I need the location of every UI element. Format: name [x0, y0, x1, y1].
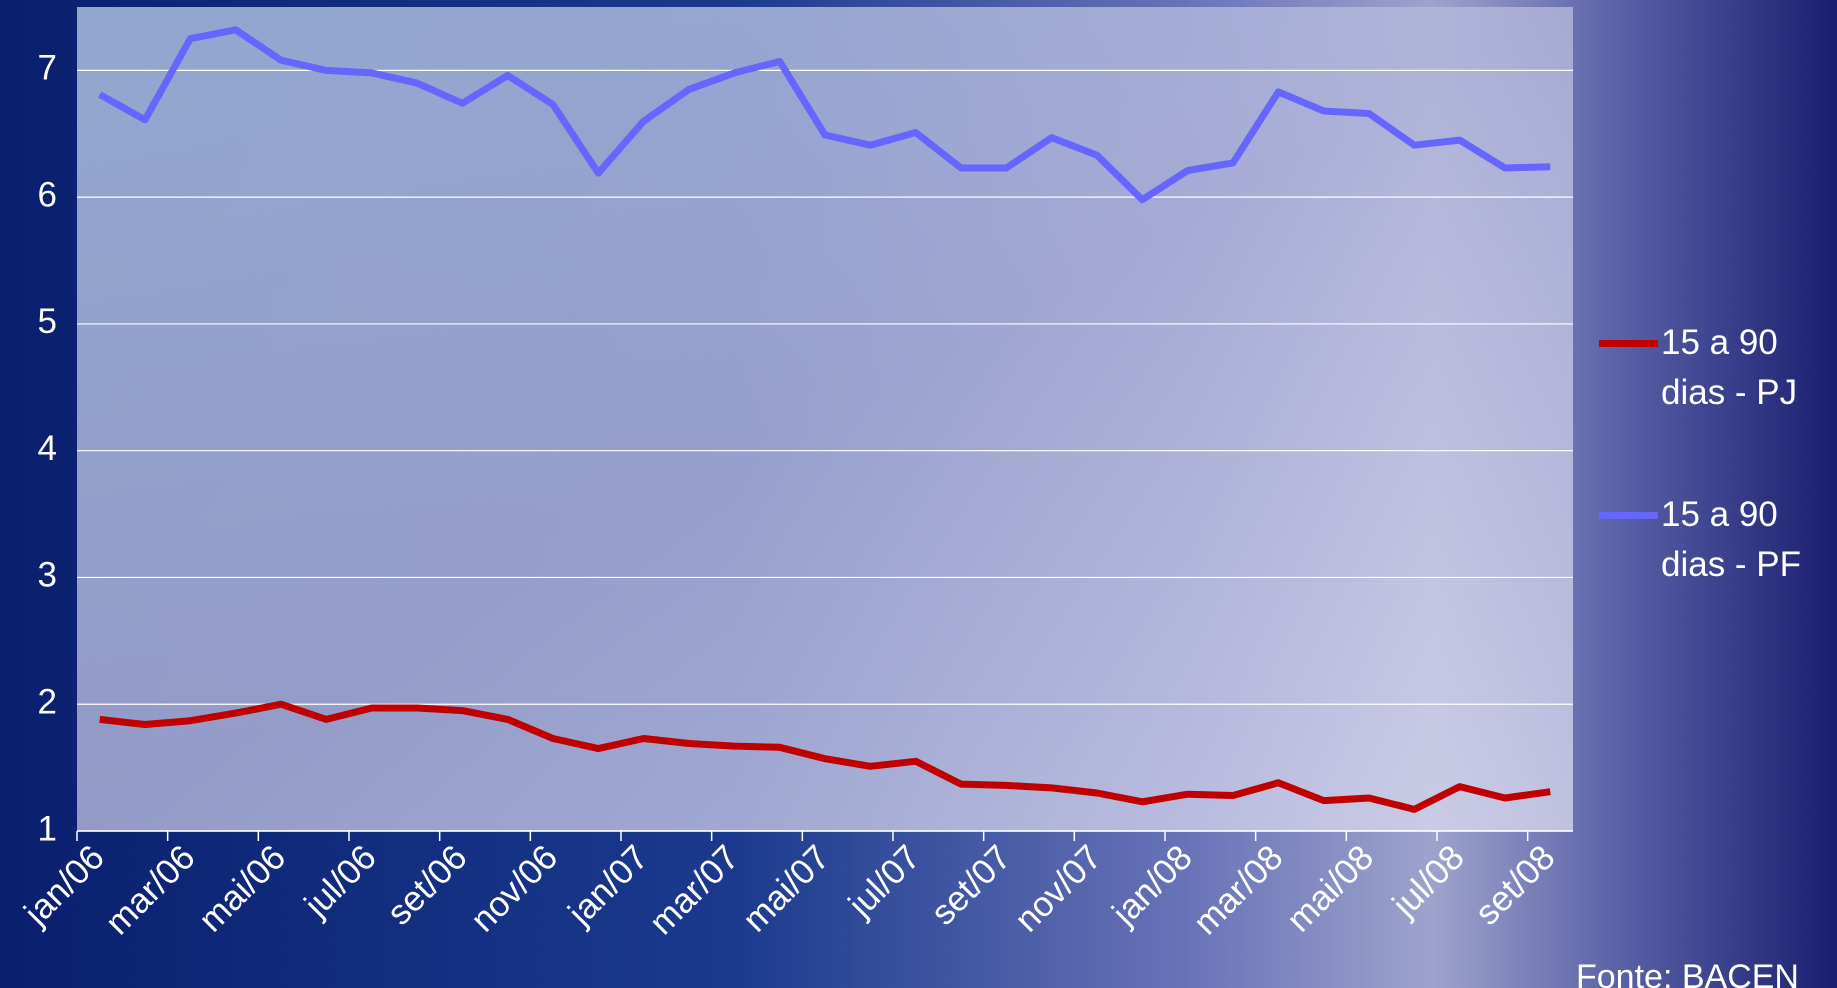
- series-line: [99, 700, 1551, 813]
- x-tick-label: jul/07: [840, 838, 927, 925]
- x-tick-label: jan/06: [16, 838, 112, 934]
- legend-item: 15 a 90 dias - PJ: [1599, 318, 1837, 418]
- y-tick-label: 6: [38, 175, 57, 214]
- legend-label: 15 a 90 dias - PF: [1661, 495, 1802, 584]
- legend-label: 15 a 90 dias - PJ: [1661, 323, 1798, 412]
- legend-swatch: [1599, 340, 1658, 347]
- x-tick-label: set/08: [1468, 838, 1563, 933]
- y-tick-label: 7: [38, 49, 57, 88]
- x-tick-label: mai/07: [735, 838, 837, 940]
- x-tick-label: set/06: [380, 838, 475, 933]
- y-tick-label: 4: [38, 429, 57, 468]
- x-tick-label: mar/07: [642, 838, 747, 943]
- x-tick-label: mai/08: [1279, 838, 1381, 940]
- y-tick-label: 5: [38, 302, 57, 341]
- legend-item: 15 a 90 dias - PF: [1599, 490, 1837, 590]
- x-tick-label: mar/08: [1186, 838, 1291, 943]
- x-tick-label: jan/08: [1104, 838, 1200, 934]
- x-tick-label: set/07: [924, 838, 1019, 933]
- x-tick-label: nov/07: [1007, 838, 1109, 940]
- y-tick-label: 3: [38, 556, 57, 595]
- y-tick-label: 1: [38, 809, 57, 848]
- x-tick-label: jan/07: [560, 838, 656, 934]
- plot-area: [77, 7, 1573, 831]
- x-tick-label: mai/06: [191, 838, 293, 940]
- source-note: Fonte: BACEN: [1576, 958, 1799, 988]
- x-tick-label: nov/06: [463, 838, 565, 940]
- legend-swatch: [1599, 512, 1658, 519]
- x-tick-label: mar/06: [98, 838, 203, 943]
- x-tick-label: jul/06: [296, 838, 383, 925]
- y-tick-label: 2: [38, 682, 57, 721]
- series-line: [97, 26, 1551, 204]
- x-tick-label: jul/08: [1384, 838, 1471, 925]
